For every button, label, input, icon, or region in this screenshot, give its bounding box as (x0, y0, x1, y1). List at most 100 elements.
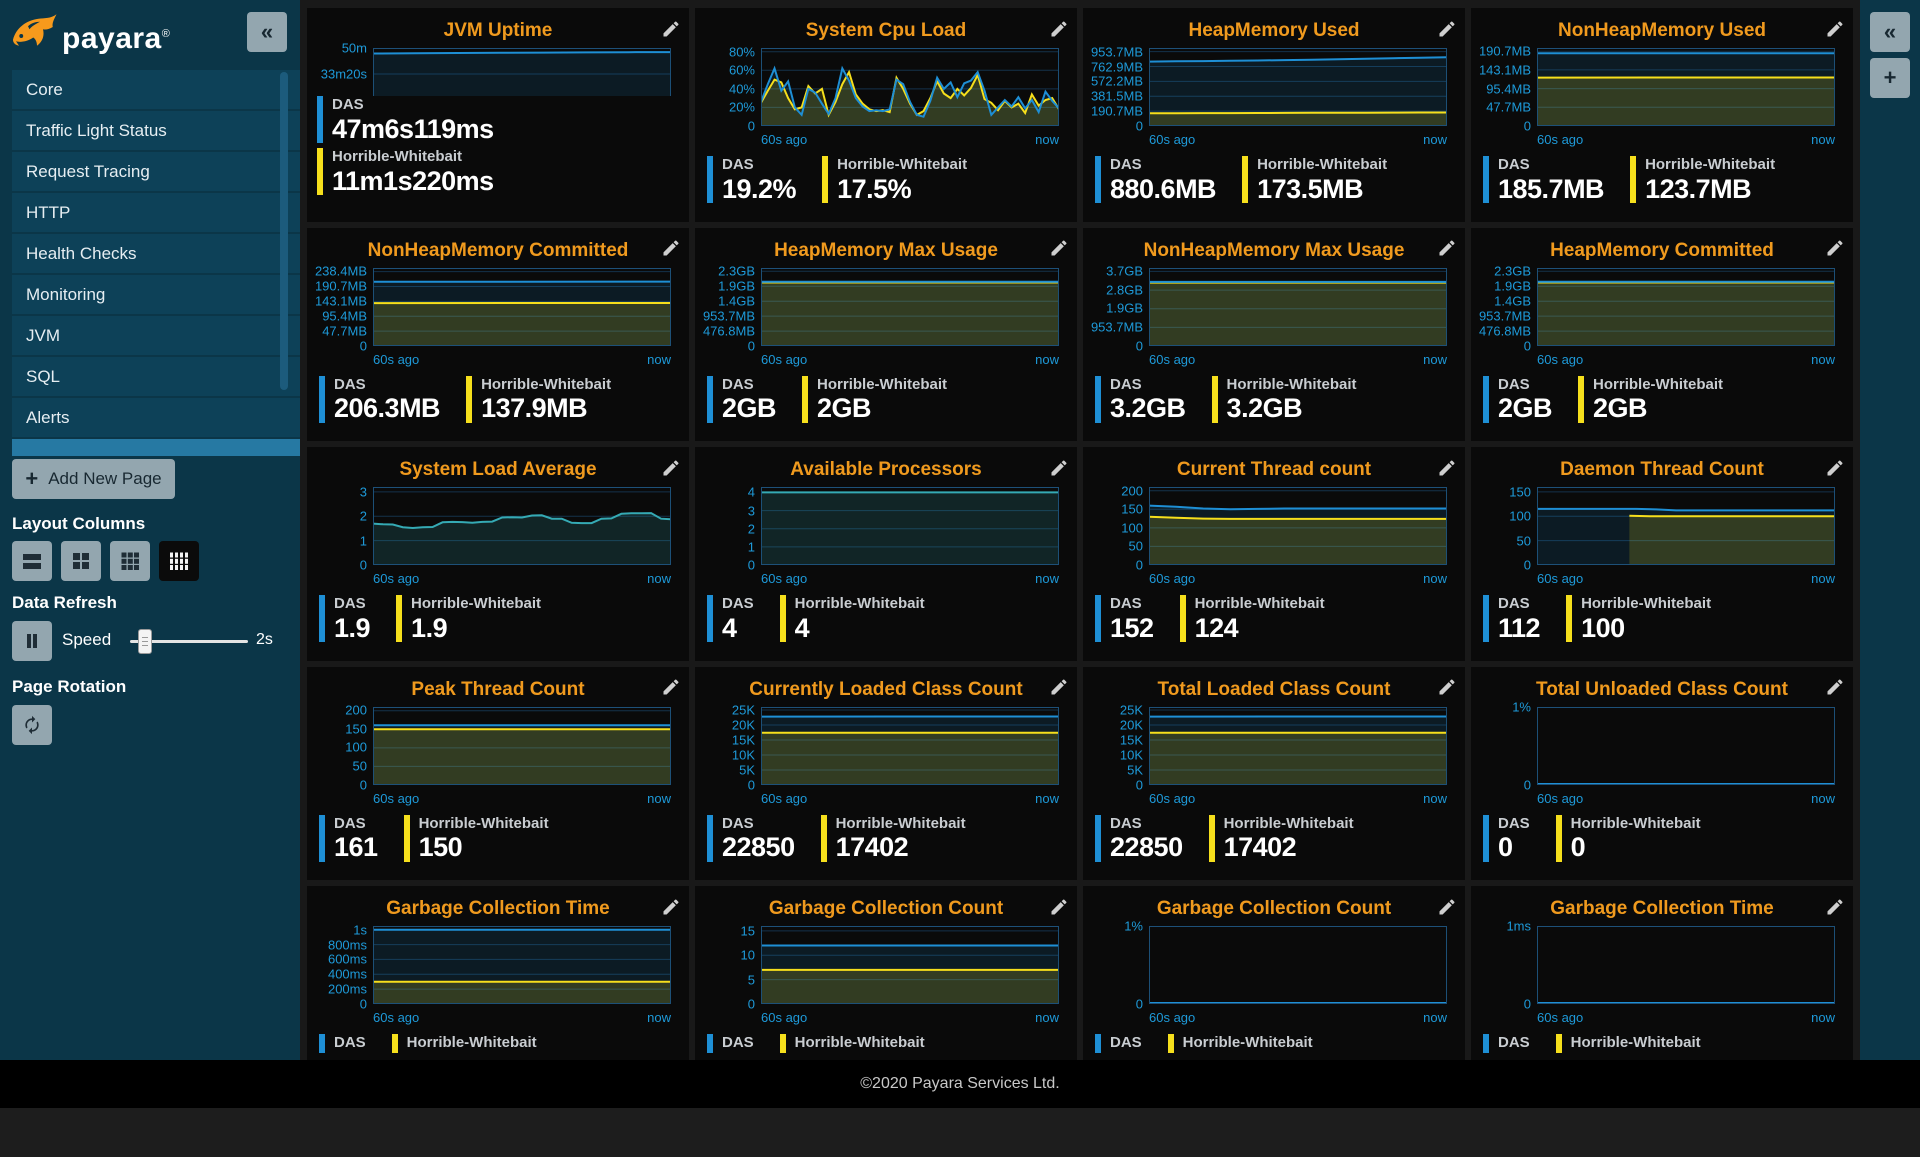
edit-chart-button[interactable] (1435, 457, 1459, 481)
chart-legend: DAS 3.2GB Horrible-Whitebait 3.2GB (1095, 375, 1453, 423)
server-name: DAS (334, 1034, 366, 1051)
legend-color-bar (1095, 595, 1101, 643)
y-tick-label: 2.8GB (1106, 282, 1143, 298)
edit-chart-button[interactable] (1823, 457, 1847, 481)
legend-color-bar (1555, 814, 1562, 862)
chart-card-total-unloaded-class-count: Total Unloaded Class Count 1% 0 60s ago now D… (1471, 666, 1853, 880)
sidebar-item-sql[interactable]: SQL (12, 357, 300, 396)
edit-chart-button[interactable] (1047, 238, 1071, 262)
legend-entry-das: DAS 1.9 (319, 595, 371, 642)
sidebar-item-monitoring[interactable]: Monitoring (12, 275, 300, 314)
edit-chart-button[interactable] (1435, 677, 1459, 701)
edit-chart-button[interactable] (659, 238, 683, 262)
y-tick-label: 5 (747, 972, 755, 988)
right-add-button[interactable]: + (1870, 58, 1910, 98)
legend-entry-horrible-whitebait: Horrible-Whitebait 2GB (802, 375, 947, 424)
metric-value: 880.6MB (1110, 173, 1217, 204)
pause-button[interactable] (12, 621, 52, 661)
y-tick-label: 5K (739, 762, 755, 777)
pencil-icon (1439, 240, 1455, 256)
legend-entry-horrible-whitebait: Horrible-Whitebait 2GB (1578, 375, 1723, 423)
edit-chart-button[interactable] (659, 677, 683, 701)
legend-entry-horrible-whitebait: Horrible-Whitebait 17.5% (822, 156, 967, 203)
x-axis-labels: 60s ago now (373, 791, 671, 807)
chart-plot (761, 706, 1059, 785)
legend-color-bar (1483, 814, 1489, 862)
pencil-icon (1827, 679, 1843, 695)
legend-entry-horrible-whitebait: Horrible-Whitebait 17402 (820, 814, 966, 862)
server-name: DAS (722, 814, 754, 832)
layout-1-column-button[interactable] (12, 541, 52, 581)
layout-2-columns-button[interactable] (61, 541, 101, 581)
edit-chart-button[interactable] (1047, 677, 1071, 701)
right-collapse-button[interactable]: « (1870, 12, 1910, 52)
edit-chart-button[interactable] (1047, 896, 1071, 920)
edit-chart-button[interactable] (659, 457, 683, 481)
chart-legend: DAS 206.3MB Horrible-Whitebait 137.9MB (319, 375, 677, 423)
add-new-page-button[interactable]: + Add New Page (12, 459, 175, 499)
server-name: DAS (1498, 595, 1530, 612)
layout-3-columns-button[interactable] (110, 541, 150, 581)
edit-chart-button[interactable] (659, 896, 683, 920)
edit-chart-button[interactable] (1435, 896, 1459, 920)
metric-value: 161 (334, 832, 378, 863)
edit-chart-button[interactable] (1823, 238, 1847, 262)
chart-card-garbage-collection-count: Garbage Collection Count 1% 0 60s ago now DAS… (1083, 886, 1465, 1061)
server-name: DAS (334, 814, 366, 832)
y-tick-label: 1.9GB (718, 278, 755, 294)
legend-entry-horrible-whitebait: Horrible-Whitebait 11m1s220ms (317, 148, 671, 195)
sidebar-item-jvm[interactable]: JVM (12, 316, 300, 355)
metric-value: 1.9 (411, 612, 448, 643)
server-name: Horrible-Whitebait (1226, 375, 1357, 393)
x-start-label: 60s ago (761, 351, 808, 367)
speed-slider-handle[interactable] (138, 629, 152, 654)
x-end-label: now (1423, 132, 1447, 147)
edit-chart-button[interactable] (1823, 18, 1847, 42)
sidebar-collapse-button[interactable]: « (247, 12, 287, 52)
edit-chart-button[interactable] (1047, 18, 1071, 42)
sidebar-item-http[interactable]: HTTP (12, 193, 300, 232)
x-axis-labels: 60s ago now (761, 1010, 1059, 1026)
server-name: DAS (1110, 595, 1142, 612)
chart-card-current-thread-count: Current Thread count 200 150 100 50 0 60s ago n… (1083, 447, 1465, 661)
server-name: Horrible-Whitebait (1194, 595, 1325, 612)
sidebar-item-health-checks[interactable]: Health Checks (12, 234, 300, 273)
sidebar-item-alerts[interactable]: Alerts (12, 398, 300, 437)
speed-slider-track[interactable] (130, 629, 248, 654)
y-tick-label: 953.7MB (1478, 308, 1531, 324)
page-rotation-button[interactable] (12, 705, 52, 745)
layout-4-columns-button[interactable] (159, 541, 199, 581)
x-end-label: now (1811, 790, 1835, 806)
y-tick-label: 2.3GB (1494, 263, 1531, 279)
x-axis-labels: 60s ago now (761, 132, 1059, 148)
edit-chart-button[interactable] (1435, 238, 1459, 262)
legend-entry-das: DAS 0 (1483, 814, 1530, 862)
chart-plot (1537, 48, 1835, 126)
dashboard-main: JVM Uptime50m33m20s60s agonowDAS47m6s119… (300, 0, 1860, 1061)
legend-entry-das: DAS 22850 (1095, 814, 1183, 862)
menu-scrollbar[interactable] (280, 72, 288, 390)
edit-chart-button[interactable] (1047, 457, 1071, 481)
sidebar-item-traffic-light-status[interactable]: Traffic Light Status (12, 111, 300, 150)
metric-value: 2GB (817, 393, 872, 424)
legend-color-bar (1578, 375, 1585, 423)
x-axis-labels: 60s ago now (1537, 791, 1835, 807)
x-start-label: 60s ago (1149, 1010, 1196, 1025)
sidebar-item-request-tracing[interactable]: Request Tracing (12, 152, 300, 191)
edit-chart-button[interactable] (1823, 677, 1847, 701)
edit-chart-button[interactable] (1435, 18, 1459, 42)
chart-legend: DAS 1.9 Horrible-Whitebait 1.9 (319, 595, 677, 642)
x-start-label: 60s ago (761, 1010, 808, 1025)
sidebar-item-partial[interactable] (12, 439, 300, 456)
sidebar-item-core[interactable]: Core (12, 70, 300, 109)
x-start-label: 60s ago (1149, 571, 1196, 586)
chart-title: Peak Thread Count (411, 678, 585, 700)
legend-color-bar (707, 1034, 713, 1053)
right-toolbar: « + (1860, 0, 1920, 1060)
x-start-label: 60s ago (1537, 571, 1584, 586)
x-end-label: now (1811, 132, 1835, 147)
edit-chart-button[interactable] (1823, 896, 1847, 920)
server-name: Horrible-Whitebait (1581, 595, 1712, 612)
x-start-label: 60s ago (373, 351, 420, 367)
edit-chart-button[interactable] (659, 18, 683, 42)
